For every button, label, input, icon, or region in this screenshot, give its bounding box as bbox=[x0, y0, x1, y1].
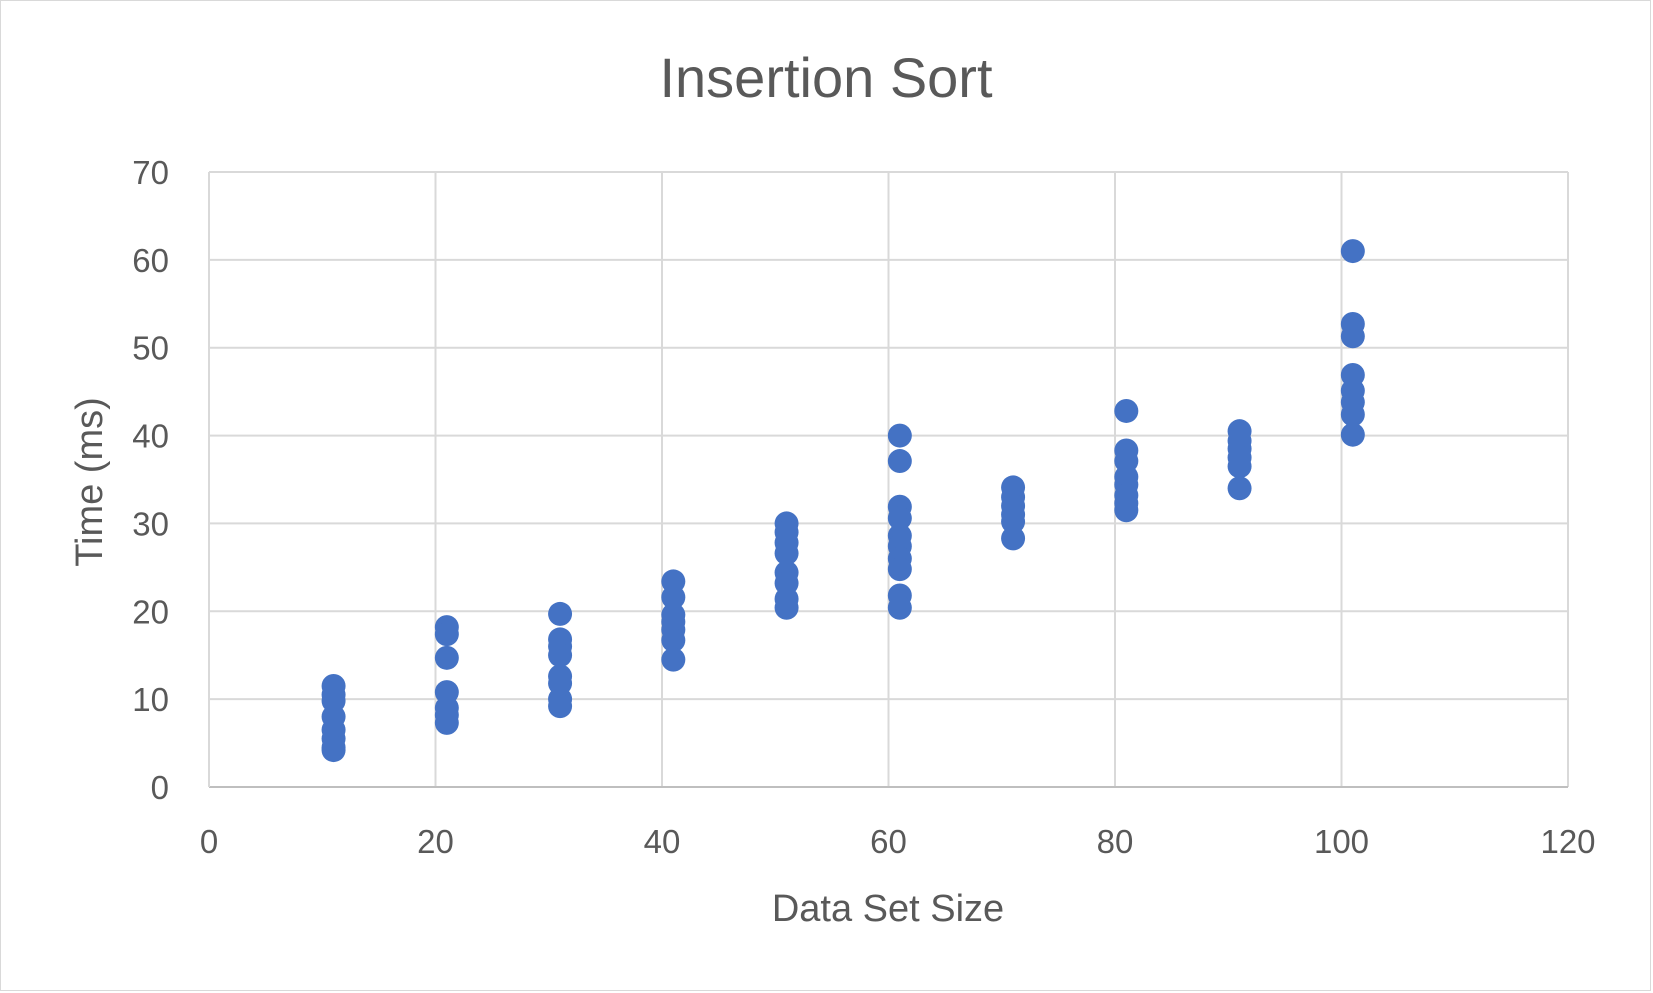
x-tick-label: 40 bbox=[644, 823, 681, 860]
data-point bbox=[774, 595, 799, 620]
data-point bbox=[887, 595, 912, 620]
data-point bbox=[1340, 422, 1365, 447]
gridlines bbox=[209, 171, 1569, 787]
x-tick-label: 0 bbox=[200, 823, 218, 860]
data-point bbox=[887, 449, 912, 474]
x-tick-label: 80 bbox=[1097, 823, 1134, 860]
data-point bbox=[1001, 509, 1026, 534]
x-axis-label: Data Set Size bbox=[772, 888, 1004, 930]
data-point bbox=[1114, 398, 1139, 423]
data-point bbox=[1227, 476, 1252, 501]
y-tick-label: 0 bbox=[151, 769, 169, 806]
data-point bbox=[1001, 526, 1026, 551]
y-tick-label: 50 bbox=[132, 330, 169, 367]
data-point bbox=[661, 628, 686, 653]
x-tick-label: 60 bbox=[870, 823, 907, 860]
data-point bbox=[661, 647, 686, 672]
data-point bbox=[887, 423, 912, 448]
x-tick-label: 20 bbox=[417, 823, 454, 860]
y-tick-label: 60 bbox=[132, 242, 169, 279]
data-point bbox=[887, 557, 912, 582]
data-point bbox=[1340, 402, 1365, 427]
y-tick-label: 70 bbox=[132, 154, 169, 191]
data-points bbox=[321, 239, 1365, 763]
data-point bbox=[434, 710, 459, 735]
data-point bbox=[321, 738, 346, 763]
x-tick-label: 100 bbox=[1314, 823, 1369, 860]
y-tick-label: 30 bbox=[132, 505, 169, 542]
axes bbox=[208, 172, 1568, 788]
data-point bbox=[1227, 454, 1252, 479]
data-point bbox=[434, 622, 459, 647]
data-point bbox=[548, 601, 573, 626]
data-point bbox=[661, 585, 686, 610]
data-point bbox=[1340, 324, 1365, 349]
y-tick-label: 20 bbox=[132, 593, 169, 630]
x-tick-label: 120 bbox=[1540, 823, 1595, 860]
data-point bbox=[1340, 239, 1365, 264]
data-point bbox=[887, 506, 912, 531]
data-point bbox=[1114, 498, 1139, 523]
data-point bbox=[434, 645, 459, 670]
data-point bbox=[548, 694, 573, 719]
y-tick-label: 40 bbox=[132, 418, 169, 455]
data-point bbox=[548, 643, 573, 668]
y-tick-label: 10 bbox=[132, 681, 169, 718]
tick-labels: 0 10 20 30 40 50 60 70 0 20 40 60 80 100 120 bbox=[132, 154, 1595, 860]
y-axis-label: Time (ms) bbox=[69, 397, 111, 567]
data-point bbox=[774, 541, 799, 566]
chart-title: Insertion Sort bbox=[659, 46, 992, 109]
